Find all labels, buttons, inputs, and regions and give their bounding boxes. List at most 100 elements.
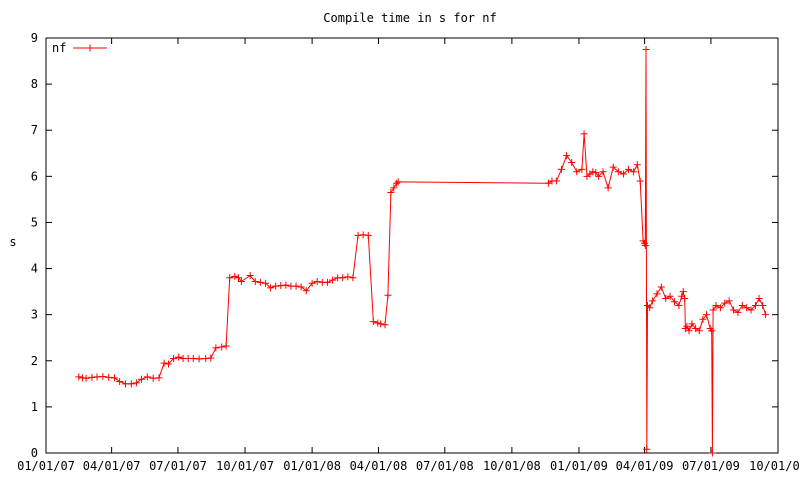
data-point	[138, 375, 146, 383]
data-point	[725, 297, 733, 305]
data-point	[82, 374, 90, 382]
data-point	[282, 281, 290, 289]
data-point	[636, 177, 644, 185]
axes: 0 1 2 3 4 5 6 7 8 9 01/01/07 04/01/07 07/01/07 10/01/…	[17, 31, 800, 473]
y-tick-label: 0	[31, 446, 38, 460]
data-point	[712, 301, 720, 309]
data-point	[544, 179, 552, 187]
y-tick-label: 9	[31, 31, 38, 45]
data-point	[251, 277, 259, 285]
data-point	[743, 304, 751, 312]
data-point	[308, 279, 316, 287]
data-point	[646, 304, 654, 312]
y-tick-label: 1	[31, 400, 38, 414]
data-point	[609, 163, 617, 171]
data-point	[393, 179, 401, 187]
data-point	[226, 274, 234, 282]
data-point	[267, 284, 275, 292]
data-point	[633, 161, 641, 169]
data-point	[692, 325, 700, 332]
data-point	[313, 277, 321, 285]
data-point	[75, 373, 83, 381]
data-point	[218, 343, 226, 351]
data-point	[364, 231, 372, 239]
data-point	[755, 295, 763, 303]
data-point	[390, 184, 398, 192]
data-point	[716, 304, 724, 312]
data-point	[374, 319, 382, 327]
data-point	[708, 327, 716, 335]
data-point	[641, 242, 649, 249]
x-tick-label: 01/01/07	[17, 459, 75, 473]
data-point	[578, 165, 586, 173]
data-point	[688, 320, 696, 328]
data-point	[381, 321, 389, 329]
data-point	[643, 445, 651, 453]
data-point	[703, 311, 711, 319]
data-point	[580, 130, 588, 138]
x-tick-label: 04/01/08	[350, 459, 408, 473]
data-point	[563, 152, 571, 160]
y-tick-label: 7	[31, 123, 38, 137]
data-point	[292, 282, 300, 290]
legend-label-nf: nf	[52, 41, 66, 55]
data-point	[164, 360, 172, 368]
y-tick-label: 5	[31, 215, 38, 229]
series-group	[75, 46, 770, 457]
data-point	[675, 301, 683, 309]
data-point	[377, 320, 385, 328]
series-line-nf	[78, 49, 767, 454]
data-point	[261, 279, 269, 287]
y-axis-label: s	[9, 235, 16, 249]
data-point	[762, 311, 770, 319]
x-tick-label: 01/01/08	[283, 459, 341, 473]
x-tick-label: 10/01/08	[483, 459, 541, 473]
data-point	[625, 165, 633, 173]
data-point	[387, 188, 395, 196]
x-tick-label: 01/01/09	[550, 459, 608, 473]
x-tick-label: 04/01/09	[616, 459, 674, 473]
data-point	[681, 295, 689, 303]
data-point	[653, 290, 661, 298]
data-point	[231, 272, 239, 280]
data-point	[99, 372, 107, 380]
data-point	[256, 278, 264, 286]
data-point	[592, 169, 600, 177]
x-tick-label: 07/01/07	[149, 459, 207, 473]
data-point	[132, 379, 140, 387]
data-point	[614, 168, 622, 176]
data-point	[589, 168, 597, 176]
data-point	[649, 297, 657, 305]
x-tick-label: 04/01/07	[83, 459, 141, 473]
legend-marker-nf	[86, 44, 94, 52]
data-point	[155, 374, 163, 382]
data-point	[747, 306, 755, 314]
data-point	[708, 449, 716, 457]
data-point	[143, 373, 151, 381]
y-tick-label: 2	[31, 354, 38, 368]
data-point	[297, 283, 305, 291]
data-point	[751, 301, 759, 309]
data-point	[234, 274, 242, 282]
data-point	[670, 298, 678, 306]
data-point	[339, 274, 347, 282]
data-point	[568, 159, 576, 166]
data-point	[573, 168, 581, 176]
data-point	[384, 291, 392, 299]
chart-title: Compile time in s for nf	[323, 11, 496, 25]
data-point	[630, 168, 638, 176]
data-point	[695, 327, 703, 335]
data-point	[709, 306, 717, 314]
x-tick-label: 10/01/09	[749, 459, 800, 473]
data-point	[160, 359, 168, 367]
data-point	[237, 277, 245, 285]
data-point	[662, 295, 670, 303]
data-point	[195, 355, 203, 363]
data-point	[369, 318, 377, 326]
data-point	[759, 301, 767, 309]
y-tick-label: 8	[31, 77, 38, 91]
x-tick-label: 07/01/08	[416, 459, 474, 473]
y-tick-label: 3	[31, 308, 38, 322]
data-point	[679, 288, 687, 296]
